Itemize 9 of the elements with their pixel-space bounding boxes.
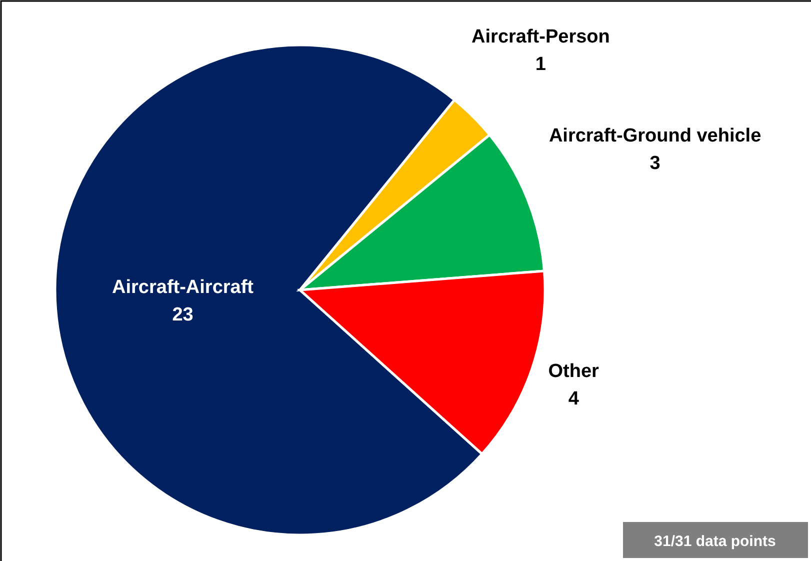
data-label: 3: [650, 153, 660, 174]
data-label: 1: [535, 54, 546, 76]
slice-label: Other: [548, 361, 600, 382]
text: 31/31 data points: [654, 533, 776, 550]
data-label: 4: [568, 388, 580, 410]
slice-label: Aircraft-Person: [472, 26, 610, 48]
data-label: 23: [172, 304, 194, 326]
slice-label: Aircraft-Aircraft: [112, 277, 254, 298]
slice-label: Aircraft-Ground vehicle: [548, 125, 762, 146]
